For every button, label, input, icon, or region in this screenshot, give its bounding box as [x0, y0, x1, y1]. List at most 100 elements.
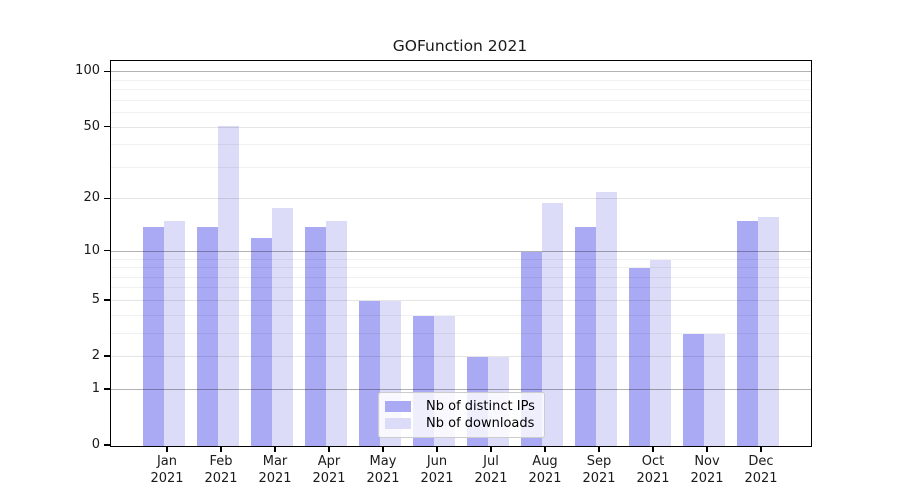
legend-swatch-downloads	[385, 418, 411, 429]
y-tick-mark-20	[104, 197, 110, 200]
x-tick-mark-mar	[274, 446, 276, 452]
gridline-minor-9	[111, 258, 811, 260]
x-tick-label-jun: Jun 2021	[407, 453, 467, 487]
legend: Nb of distinct IPs Nb of downloads	[378, 392, 545, 438]
x-tick-month-dec: Dec	[748, 454, 774, 469]
gridline-minor-70	[111, 99, 811, 101]
x-tick-mark-jun	[436, 446, 438, 452]
bar-nb-of-distinct-ips-feb	[197, 226, 218, 446]
x-tick-mark-aug	[544, 446, 546, 452]
bar-nb-of-downloads-aug	[542, 203, 563, 446]
legend-label-distinct-ips: Nb of distinct IPs	[426, 399, 535, 414]
x-tick-label-aug: Aug 2021	[515, 453, 575, 487]
bar-nb-of-distinct-ips-sep	[575, 226, 596, 446]
x-tick-year-may: 2021	[366, 471, 400, 486]
x-tick-year-jun: 2021	[420, 471, 454, 486]
gridline-mid-2	[111, 356, 811, 357]
bar-nb-of-downloads-apr	[326, 221, 347, 446]
gridline-minor-8	[111, 267, 811, 268]
x-tick-mark-sep	[598, 446, 600, 452]
y-tick-label-20: 20	[83, 190, 100, 206]
x-tick-label-jan: Jan 2021	[137, 453, 197, 487]
y-tick-mark-0	[104, 444, 110, 446]
gridline-minor-60	[111, 112, 811, 114]
gridline-major-10	[111, 250, 811, 252]
y-tick-mark-2	[104, 355, 110, 357]
gridline-minor-7	[111, 276, 811, 278]
x-tick-month-jun: Jun	[426, 454, 448, 469]
x-tick-label-apr: Apr 2021	[299, 453, 359, 487]
x-tick-year-apr: 2021	[312, 471, 346, 486]
x-tick-label-oct: Oct 2021	[623, 453, 683, 487]
x-tick-year-aug: 2021	[528, 471, 562, 486]
x-tick-year-dec: 2021	[744, 471, 778, 486]
bar-nb-of-distinct-ips-nov	[683, 333, 704, 446]
x-tick-year-jul: 2021	[474, 471, 508, 486]
bar-nb-of-distinct-ips-apr	[305, 226, 326, 446]
y-tick-label-100: 100	[75, 63, 100, 79]
x-tick-mark-oct	[652, 446, 654, 452]
bar-nb-of-downloads-jan	[164, 221, 185, 446]
y-tick-label-2: 2	[91, 348, 100, 363]
y-tick-label-10: 10	[83, 242, 100, 258]
x-tick-label-sep: Sep 2021	[569, 453, 629, 487]
legend-label-downloads: Nb of downloads	[426, 416, 535, 431]
x-tick-month-feb: Feb	[209, 454, 233, 469]
x-tick-month-mar: Mar	[262, 454, 288, 469]
bar-nb-of-distinct-ips-oct	[629, 268, 650, 446]
x-tick-year-mar: 2021	[258, 471, 292, 486]
x-tick-month-jul: Jul	[483, 454, 499, 469]
x-tick-mark-nov	[706, 446, 708, 452]
y-tick-mark-5	[104, 299, 110, 301]
x-tick-label-jul: Jul 2021	[461, 453, 521, 487]
y-tick-mark-10	[104, 250, 110, 252]
legend-item-distinct-ips: Nb of distinct IPs	[385, 398, 535, 415]
plot-area	[110, 60, 812, 447]
x-tick-month-sep: Sep	[586, 454, 612, 469]
x-tick-label-dec: Dec 2021	[731, 453, 791, 487]
x-tick-year-sep: 2021	[582, 471, 616, 486]
x-tick-mark-jul	[490, 446, 492, 452]
bar-nb-of-distinct-ips-dec	[737, 221, 758, 446]
x-tick-mark-dec	[760, 446, 762, 452]
y-tick-label-1: 1	[91, 380, 100, 396]
legend-item-downloads: Nb of downloads	[385, 415, 535, 432]
x-tick-mark-may	[382, 446, 384, 452]
gridline-minor-90	[111, 79, 811, 81]
x-tick-label-mar: Mar 2021	[245, 453, 305, 487]
gridline-minor-30	[111, 166, 811, 168]
x-tick-month-jan: Jan	[156, 454, 178, 469]
gridline-mid-5	[111, 299, 811, 301]
chart-title: GOFunction 2021	[392, 37, 528, 55]
x-tick-month-may: May	[369, 454, 397, 469]
x-tick-label-feb: Feb 2021	[191, 453, 251, 487]
y-tick-mark-50	[104, 125, 110, 128]
bar-nb-of-downloads-feb	[218, 126, 239, 446]
gridline-major-100	[111, 71, 811, 73]
bar-nb-of-downloads-dec	[758, 216, 779, 446]
bar-nb-of-downloads-mar	[272, 207, 293, 446]
gridline-minor-6	[111, 287, 811, 289]
y-tick-label-50: 50	[83, 118, 100, 134]
x-tick-mark-feb	[220, 446, 222, 452]
x-tick-label-may: May 2021	[353, 453, 413, 487]
gridline-minor-80	[111, 89, 811, 91]
gridline-minor-3	[111, 332, 811, 334]
x-tick-month-aug: Aug	[532, 454, 558, 469]
x-tick-mark-apr	[328, 446, 330, 452]
x-tick-label-nov: Nov 2021	[677, 453, 737, 487]
y-tick-label-0: 0	[91, 437, 100, 452]
x-tick-month-oct: Oct	[641, 454, 665, 469]
gridline-mid-20	[111, 198, 811, 200]
y-tick-label-5: 5	[91, 291, 100, 307]
bar-nb-of-distinct-ips-jan	[143, 226, 164, 446]
x-tick-year-nov: 2021	[690, 471, 724, 486]
x-tick-month-nov: Nov	[694, 454, 720, 469]
x-tick-year-feb: 2021	[204, 471, 238, 486]
y-tick-mark-100	[104, 70, 110, 72]
bar-nb-of-distinct-ips-may	[359, 300, 380, 446]
bar-nb-of-distinct-ips-mar	[251, 238, 272, 446]
x-tick-month-apr: Apr	[317, 454, 341, 469]
x-tick-year-oct: 2021	[636, 471, 670, 486]
